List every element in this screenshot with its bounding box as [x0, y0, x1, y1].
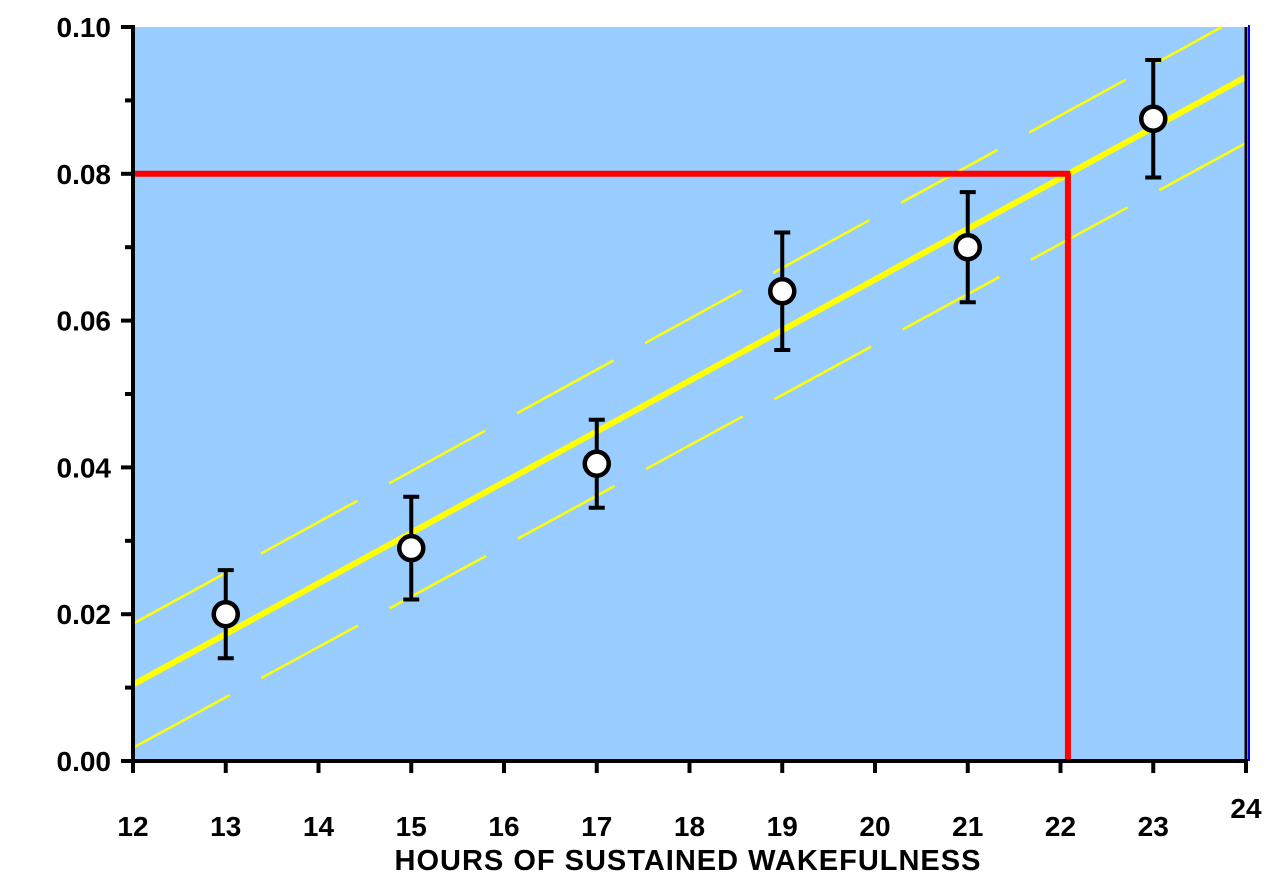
reference-lines	[133, 170, 1071, 760]
x-tick-label: 17	[581, 811, 612, 842]
data-point	[211, 599, 240, 629]
y-ticks: 0.00 0.02 0.04 0.06 0.08 0.10	[57, 12, 133, 777]
confidence-band-upper	[132, 25, 1223, 625]
x-tick-label: 23	[1138, 811, 1169, 842]
x-tick-label: 21	[952, 811, 983, 842]
x-tick-label: 20	[859, 811, 890, 842]
data-point	[582, 449, 611, 478]
x-tick-label: 12	[117, 811, 148, 842]
data-point	[1139, 104, 1168, 133]
regression-line-stroke	[131, 74, 1248, 688]
confidence-band	[132, 25, 1247, 749]
x-tick-label: 13	[210, 811, 241, 842]
regression-line	[131, 74, 1248, 688]
y-tick-label: 0.10	[57, 12, 112, 43]
x-tick-label: 16	[488, 811, 519, 842]
plot-background	[133, 27, 1246, 761]
y-tick-label: 0.00	[57, 746, 112, 777]
y-tick-label: 0.08	[57, 159, 112, 190]
x-tick-label: 14	[303, 811, 335, 842]
x-tick-label: 24	[1230, 793, 1262, 824]
confidence-band-lower	[132, 141, 1247, 749]
x-tick-label: 19	[767, 811, 798, 842]
x-tick-label: 15	[396, 811, 427, 842]
data-points	[211, 104, 1168, 629]
data-point	[397, 533, 426, 563]
x-tick-label: 18	[674, 811, 705, 842]
y-tick-label: 0.04	[57, 452, 112, 483]
x-axis-title: HOURS OF SUSTAINED WAKEFULNESS	[395, 845, 982, 877]
y-tick-label: 0.02	[57, 599, 112, 630]
x-ticks: 12 13 14 15 16 17 18 19 20 21 22 23 24	[117, 761, 1262, 842]
x-tick-label: 22	[1045, 811, 1076, 842]
data-point	[953, 232, 982, 262]
data-point	[768, 276, 797, 306]
y-tick-label: 0.06	[57, 306, 112, 337]
